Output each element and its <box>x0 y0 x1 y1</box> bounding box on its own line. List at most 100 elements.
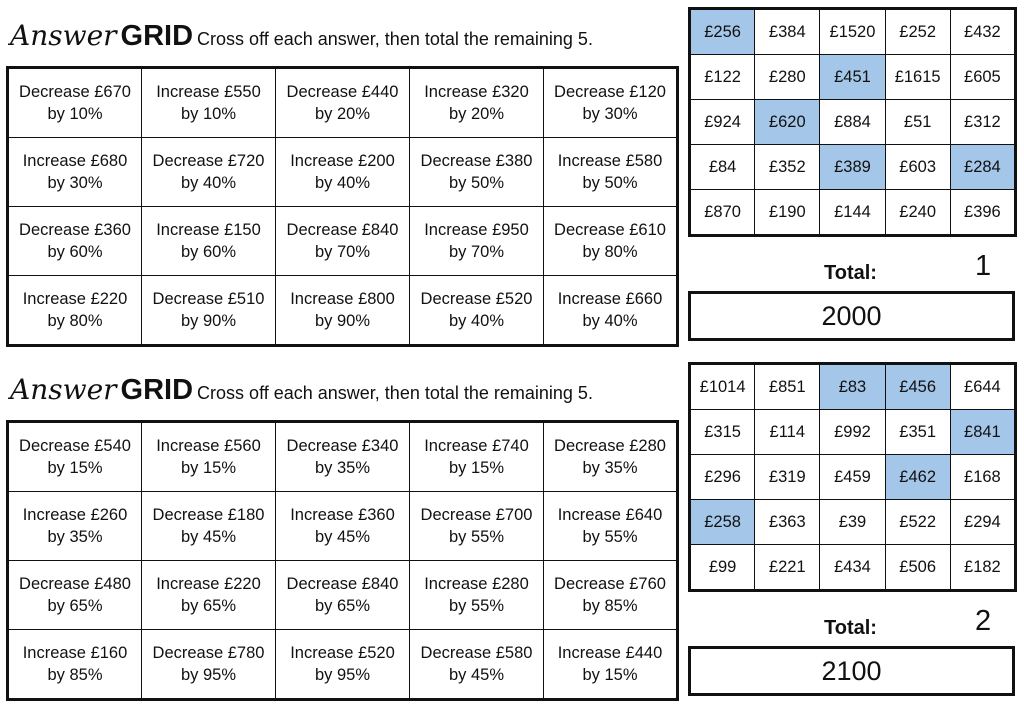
question-cell: Decrease £440 by 20% <box>275 67 410 138</box>
question-cell: Increase £260 by 35% <box>7 491 142 561</box>
answer-cell[interactable]: £884 <box>819 99 886 145</box>
question-operation: Increase £800 <box>290 290 395 308</box>
answer-cell[interactable]: £315 <box>688 409 756 455</box>
answer-cell[interactable]: £363 <box>754 499 821 545</box>
answer-cell[interactable]: £280 <box>754 54 821 100</box>
answer-row: £122 £280 £451 £1615 £605 <box>688 54 1017 100</box>
title-script: Answer <box>10 373 117 406</box>
answer-cell[interactable]: £1014 <box>688 363 756 410</box>
answer-cell-highlighted[interactable]: £462 <box>884 454 951 500</box>
answer-cell[interactable]: £432 <box>949 8 1017 55</box>
question-operation: Increase £580 <box>557 152 663 170</box>
answer-cell[interactable]: £1520 <box>819 8 886 55</box>
question-operation: Increase £560 <box>156 437 261 455</box>
question-percent: by 90% <box>314 312 371 330</box>
answer-cell[interactable]: £182 <box>949 544 1017 591</box>
question-percent: by 95% <box>180 666 237 684</box>
answer-cell[interactable]: £992 <box>819 409 886 455</box>
question-cell: Decrease £380 by 50% <box>409 137 544 207</box>
question-percent: by 55% <box>582 528 638 546</box>
question-percent: by 15% <box>448 459 505 477</box>
answer-cell[interactable]: £190 <box>754 189 821 236</box>
grid-number: 2 <box>975 605 992 637</box>
question-cell: Increase £200 by 40% <box>275 137 410 207</box>
answer-cell[interactable]: £296 <box>688 454 756 500</box>
grid-number: 1 <box>975 250 992 282</box>
question-percent: by 50% <box>448 174 505 192</box>
answer-cell-highlighted[interactable]: £284 <box>949 144 1017 190</box>
answer-cell[interactable]: £99 <box>688 544 756 591</box>
answer-cell[interactable]: £924 <box>688 99 756 145</box>
answer-cell[interactable]: £312 <box>949 99 1017 145</box>
answer-cell[interactable]: £384 <box>754 8 821 55</box>
question-operation: Increase £150 <box>156 221 261 239</box>
answer-cell[interactable]: £459 <box>819 454 886 500</box>
answer-cell-highlighted[interactable]: £258 <box>688 499 756 545</box>
question-cell: Decrease £670 by 10% <box>7 67 142 138</box>
answer-cell-highlighted[interactable]: £456 <box>884 363 951 410</box>
answer-cell[interactable]: £870 <box>688 189 756 236</box>
answer-cell[interactable]: £122 <box>688 54 756 100</box>
question-row: Increase £680 by 30% Decrease £720 by 40% In… <box>7 137 678 207</box>
answer-cell[interactable]: £114 <box>754 409 821 455</box>
answer-cell[interactable]: £294 <box>949 499 1017 545</box>
answer-cell-highlighted[interactable]: £620 <box>754 99 821 145</box>
question-percent: by 85% <box>582 597 638 615</box>
question-percent: by 55% <box>448 528 505 546</box>
question-cell: Decrease £520 by 40% <box>409 275 544 346</box>
answer-cell[interactable]: £522 <box>884 499 951 545</box>
answer-cell[interactable]: £84 <box>688 144 756 190</box>
answer-cell[interactable]: £851 <box>754 363 821 410</box>
answer-cell-highlighted[interactable]: £256 <box>688 8 756 55</box>
question-operation: Decrease £480 <box>19 575 131 593</box>
answer-cell[interactable]: £603 <box>884 144 951 190</box>
answer-cell[interactable]: £168 <box>949 454 1017 500</box>
question-operation: Increase £260 <box>22 506 128 524</box>
question-table: Decrease £540 by 15% Increase £560 by 15% De… <box>6 420 679 701</box>
question-percent: by 40% <box>582 312 638 330</box>
total-value-box: 2100 <box>688 646 1015 696</box>
question-cell: Decrease £700 by 55% <box>409 491 544 561</box>
answer-cell[interactable]: £396 <box>949 189 1017 236</box>
question-percent: by 95% <box>314 666 371 684</box>
question-percent: by 70% <box>448 243 505 261</box>
question-operation: Increase £520 <box>290 644 395 662</box>
answer-cell-highlighted[interactable]: £451 <box>819 54 886 100</box>
question-cell: Decrease £180 by 45% <box>141 491 276 561</box>
question-cell: Decrease £120 by 30% <box>543 67 678 138</box>
answer-cell[interactable]: £51 <box>884 99 951 145</box>
answer-cell-highlighted[interactable]: £389 <box>819 144 886 190</box>
question-operation: Decrease £120 <box>554 83 666 101</box>
answer-cell[interactable]: £39 <box>819 499 886 545</box>
answer-cell[interactable]: £1615 <box>884 54 951 100</box>
question-percent: by 40% <box>314 174 371 192</box>
question-cell: Decrease £840 by 65% <box>275 560 410 630</box>
answer-cell[interactable]: £352 <box>754 144 821 190</box>
question-percent: by 30% <box>582 105 638 123</box>
answer-cell[interactable]: £252 <box>884 8 951 55</box>
question-operation: Increase £550 <box>156 83 261 101</box>
answer-cell[interactable]: £506 <box>884 544 951 591</box>
question-cell: Increase £320 by 20% <box>409 67 544 138</box>
answer-cell-highlighted[interactable]: £841 <box>949 409 1017 455</box>
answer-cell[interactable]: £434 <box>819 544 886 591</box>
question-row: Decrease £360 by 60% Increase £150 by 60% De… <box>7 206 678 276</box>
total-value-box: 2000 <box>688 291 1015 341</box>
answer-cell[interactable]: £221 <box>754 544 821 591</box>
question-operation: Decrease £540 <box>19 437 131 455</box>
question-row: Increase £260 by 35% Decrease £180 by 45% In… <box>7 491 678 561</box>
question-cell: Increase £520 by 95% <box>275 629 410 700</box>
answer-cell[interactable]: £605 <box>949 54 1017 100</box>
answer-cell-highlighted[interactable]: £83 <box>819 363 886 410</box>
question-percent: by 40% <box>448 312 505 330</box>
question-percent: by 35% <box>314 459 371 477</box>
question-operation: Increase £200 <box>290 152 395 170</box>
answer-cell[interactable]: £144 <box>819 189 886 236</box>
answer-cell[interactable]: £319 <box>754 454 821 500</box>
question-operation: Decrease £380 <box>420 152 533 170</box>
question-percent: by 10% <box>47 105 103 123</box>
question-operation: Decrease £360 <box>19 221 131 239</box>
answer-cell[interactable]: £644 <box>949 363 1017 410</box>
answer-cell[interactable]: £351 <box>884 409 951 455</box>
answer-cell[interactable]: £240 <box>884 189 951 236</box>
